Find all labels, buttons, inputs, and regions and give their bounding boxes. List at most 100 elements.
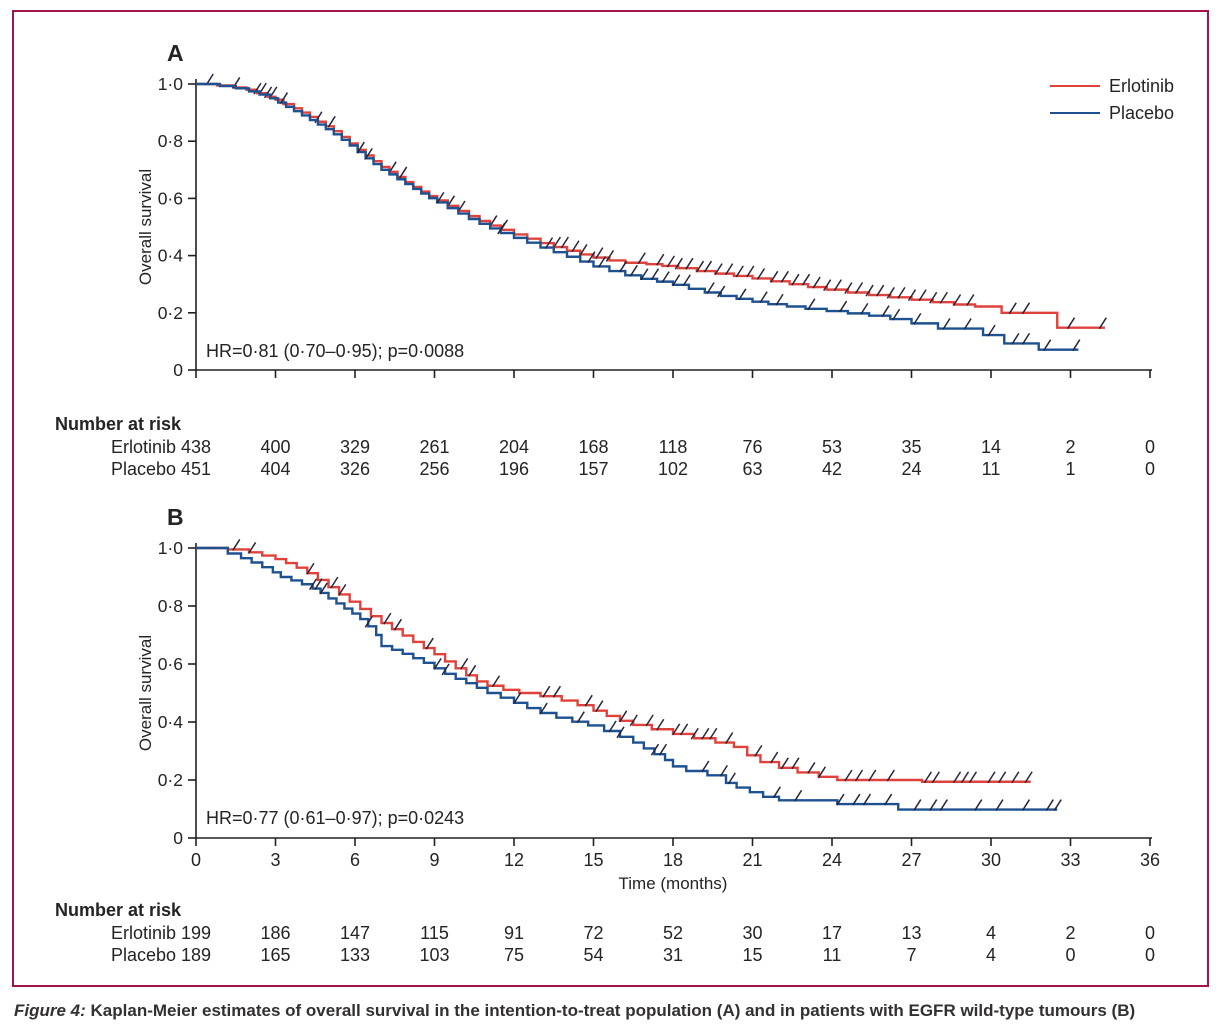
placebo-censor-mark bbox=[497, 222, 506, 235]
erlotinib-censor-mark bbox=[232, 539, 241, 551]
placebo-censor-mark bbox=[852, 793, 861, 806]
placebo-censor-mark bbox=[650, 268, 660, 281]
placebo-censor-mark bbox=[913, 312, 922, 325]
x-axis-tick-label: 36 bbox=[1140, 850, 1160, 870]
erlotinib-censor-mark bbox=[756, 268, 766, 280]
erlotinib-censor-mark bbox=[619, 710, 628, 723]
panel-a-label: A bbox=[167, 40, 184, 66]
erlotinib-censor-mark bbox=[330, 576, 339, 589]
panel-b-risk-row-label-erlotinib: Erlotinib bbox=[110, 923, 176, 943]
x-axis-tick-label: 24 bbox=[822, 850, 842, 870]
figure-caption-number: Figure 4: bbox=[14, 1001, 86, 1020]
placebo-censor-mark bbox=[727, 772, 736, 785]
placebo-censor-mark bbox=[929, 799, 938, 811]
erlotinib-censor-mark bbox=[746, 265, 755, 278]
placebo-censor-mark bbox=[513, 692, 522, 705]
placebo-censor-mark bbox=[963, 318, 972, 330]
erlotinib-censor-mark bbox=[844, 769, 853, 782]
erlotinib-censor-mark bbox=[812, 276, 821, 289]
erlotinib-censor-mark bbox=[725, 732, 734, 744]
y-axis-tick-label: 0·8 bbox=[158, 596, 183, 616]
erlotinib-censor-mark bbox=[754, 744, 763, 757]
erlotinib-survival-curve bbox=[196, 546, 1031, 783]
placebo-censor-mark bbox=[987, 324, 996, 337]
legend-label-placebo: Placebo bbox=[1109, 102, 1175, 123]
risk-count: 31 bbox=[662, 945, 684, 965]
risk-count: 75 bbox=[503, 945, 525, 965]
erlotinib-censor-mark bbox=[425, 637, 434, 650]
erlotinib-censor-mark bbox=[629, 714, 638, 727]
erlotinib-censor-mark bbox=[1098, 317, 1107, 330]
erlotinib-censor-mark bbox=[735, 265, 744, 278]
y-axis-tick-label: 0·2 bbox=[158, 303, 183, 323]
x-axis-tick-label: 12 bbox=[504, 850, 524, 870]
risk-count: 199 bbox=[180, 923, 212, 943]
erlotinib-censor-mark bbox=[833, 279, 842, 292]
risk-count: 400 bbox=[260, 437, 291, 457]
erlotinib-censor-mark bbox=[1011, 771, 1020, 784]
erlotinib-censor-mark bbox=[605, 250, 615, 262]
placebo-censor-mark bbox=[314, 578, 323, 591]
y-axis-tick-label: 0·2 bbox=[158, 770, 183, 790]
erlotinib-censor-mark bbox=[666, 255, 675, 268]
risk-count: 63 bbox=[742, 459, 763, 479]
placebo-censor-mark bbox=[1053, 799, 1062, 811]
erlotinib-censor-mark bbox=[966, 294, 975, 306]
erlotinib-censor-mark bbox=[701, 727, 710, 740]
erlotinib-censor-mark bbox=[770, 751, 779, 764]
placebo-censor-mark bbox=[436, 192, 445, 204]
placebo-censor-mark bbox=[995, 799, 1004, 811]
risk-count: 0 bbox=[1144, 459, 1156, 479]
erlotinib-censor-mark bbox=[780, 270, 789, 283]
erlotinib-censor-mark bbox=[939, 291, 948, 304]
placebo-censor-mark bbox=[860, 302, 869, 315]
erlotinib-censor-mark bbox=[383, 612, 392, 625]
risk-count: 103 bbox=[419, 945, 450, 965]
erlotinib-censor-mark bbox=[865, 284, 874, 297]
risk-count: 0 bbox=[1144, 437, 1156, 457]
panel-b-label: B bbox=[167, 504, 184, 530]
erlotinib-censor-mark bbox=[791, 273, 800, 286]
risk-count: 168 bbox=[578, 437, 609, 457]
placebo-censor-mark bbox=[616, 726, 625, 739]
risk-count: 2 bbox=[1065, 437, 1076, 457]
panel-a-risk-row-label-erlotinib: Erlotinib bbox=[110, 437, 176, 457]
erlotinib-censor-mark bbox=[552, 685, 562, 698]
figure-border bbox=[12, 10, 1209, 987]
erlotinib-censor-mark bbox=[770, 270, 779, 283]
risk-count: 24 bbox=[901, 459, 922, 479]
placebo-censor-mark bbox=[364, 147, 373, 160]
placebo-censor-mark bbox=[658, 743, 668, 756]
placebo-censor-mark bbox=[701, 760, 710, 773]
figure-caption: Figure 4: Kaplan-Meier estimates of over… bbox=[14, 1001, 1210, 1021]
risk-count: 196 bbox=[498, 459, 530, 479]
risk-count: 133 bbox=[339, 945, 371, 965]
legend: Erlotinib Placebo bbox=[1050, 76, 1174, 123]
erlotinib-censor-mark bbox=[886, 769, 895, 782]
legend-item-erlotinib: Erlotinib bbox=[1050, 76, 1174, 96]
erlotinib-censor-mark bbox=[491, 675, 501, 688]
y-axis-tick-label: 0·6 bbox=[158, 654, 183, 674]
placebo-censor-mark bbox=[650, 743, 660, 756]
erlotinib-censor-mark bbox=[780, 757, 789, 770]
erlotinib-censor-mark bbox=[997, 771, 1007, 784]
risk-count: 11 bbox=[981, 459, 1001, 479]
placebo-censor-mark bbox=[619, 260, 628, 273]
erlotinib-censor-mark bbox=[656, 718, 665, 731]
risk-count: 53 bbox=[821, 437, 843, 457]
erlotinib-censor-mark bbox=[987, 771, 996, 784]
erlotinib-censor-mark bbox=[263, 86, 273, 99]
erlotinib-censor-mark bbox=[897, 286, 906, 299]
y-axis-tick-label: 0·4 bbox=[158, 712, 184, 732]
y-axis-tick-label: 0·4 bbox=[158, 246, 184, 266]
erlotinib-censor-mark bbox=[1021, 302, 1031, 315]
erlotinib-censor-mark bbox=[968, 771, 978, 784]
placebo-censor-mark bbox=[759, 291, 768, 304]
erlotinib-censor-mark bbox=[679, 723, 689, 736]
placebo-survival-curve bbox=[196, 82, 1079, 351]
risk-count: 204 bbox=[498, 437, 530, 457]
x-axis-tick-label: 21 bbox=[742, 850, 762, 870]
risk-count: 438 bbox=[180, 437, 212, 457]
legend-label-erlotinib: Erlotinib bbox=[1109, 75, 1175, 96]
